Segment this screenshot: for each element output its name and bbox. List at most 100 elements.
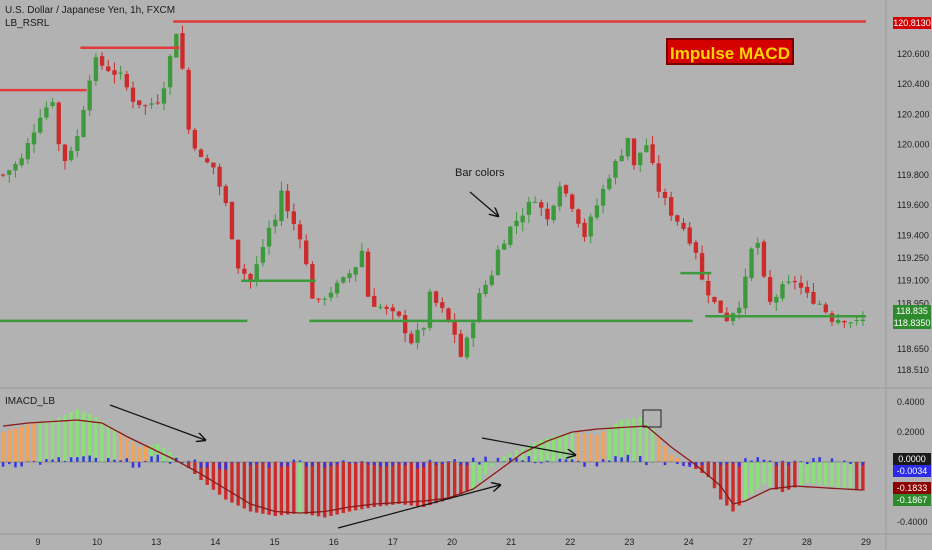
candle-body bbox=[378, 306, 383, 308]
price-axis-label: 119.250 bbox=[897, 253, 929, 263]
candle-body bbox=[384, 306, 389, 309]
candle-body bbox=[427, 291, 433, 328]
candle-body bbox=[452, 320, 457, 335]
price-axis-label: 119.800 bbox=[897, 170, 929, 180]
candle-body bbox=[780, 284, 785, 299]
candle-body bbox=[421, 328, 426, 330]
candle-body bbox=[693, 242, 699, 253]
candle-body bbox=[576, 209, 581, 224]
candle-body bbox=[588, 216, 593, 237]
candle-body bbox=[811, 291, 816, 304]
candle-body bbox=[186, 69, 191, 130]
candle-body bbox=[7, 170, 12, 175]
price-axis-label: 119.400 bbox=[897, 230, 929, 240]
candle-body bbox=[402, 315, 408, 334]
candle-body bbox=[205, 158, 210, 163]
candle-body bbox=[304, 240, 309, 265]
price-axis-label: 120.600 bbox=[897, 49, 930, 59]
price-axis-label: 120.000 bbox=[897, 140, 930, 150]
price-axis-label: 118.950 bbox=[897, 298, 929, 308]
candle-body bbox=[56, 102, 61, 145]
candle-body bbox=[792, 280, 798, 283]
candle-body bbox=[291, 211, 296, 224]
candle-body bbox=[508, 226, 513, 245]
candle-body bbox=[471, 322, 476, 339]
candle-body bbox=[365, 251, 371, 297]
indicator-label[interactable]: IMACD_LB bbox=[5, 396, 56, 407]
candle-body bbox=[817, 303, 822, 305]
candle-body bbox=[341, 277, 346, 283]
candle-body bbox=[137, 100, 142, 106]
signal-line bbox=[3, 419, 863, 514]
candle-body bbox=[396, 311, 402, 316]
candle-body bbox=[551, 205, 556, 221]
annotation-arrow bbox=[109, 404, 205, 440]
candle-body bbox=[761, 241, 767, 277]
candle-body bbox=[143, 105, 148, 107]
price-axis-label: 119.600 bbox=[897, 200, 929, 210]
candle-body bbox=[687, 227, 692, 244]
candle-body bbox=[737, 307, 742, 314]
candle-body bbox=[229, 201, 235, 240]
candle-body bbox=[372, 296, 377, 307]
candle-body bbox=[149, 103, 154, 105]
symbol-title[interactable]: U.S. Dollar / Japanese Yen, 1h, FXCM bbox=[5, 5, 176, 16]
study-label[interactable]: LB_RSRL bbox=[5, 18, 50, 29]
candle-body bbox=[415, 329, 420, 343]
price-axis-label: 119.100 bbox=[897, 276, 929, 286]
time-axis-label: 17 bbox=[388, 537, 398, 547]
candle-body bbox=[477, 293, 482, 323]
candle-body bbox=[755, 242, 760, 248]
candle-body bbox=[316, 298, 321, 300]
candle-body bbox=[458, 333, 464, 357]
macd-axis-label: 0.4000 bbox=[897, 397, 925, 407]
time-axis-label: 10 bbox=[92, 537, 102, 547]
candle-body bbox=[699, 253, 705, 280]
candle-body bbox=[93, 57, 99, 82]
candle-body bbox=[718, 300, 723, 313]
candle-body bbox=[767, 277, 773, 302]
candle-body bbox=[242, 268, 247, 274]
candle-body bbox=[334, 282, 340, 294]
candle-body bbox=[650, 144, 655, 164]
annotation-arrow bbox=[469, 191, 498, 216]
candle-body bbox=[322, 298, 327, 300]
candle-body bbox=[198, 149, 204, 158]
candle-body bbox=[662, 192, 668, 198]
candle-body bbox=[87, 80, 92, 111]
candle-body bbox=[353, 267, 358, 275]
candle-body bbox=[774, 296, 779, 303]
candle-body bbox=[668, 197, 674, 216]
candle-body bbox=[464, 337, 470, 358]
time-axis-label: 9 bbox=[35, 537, 40, 547]
annotation-arrow bbox=[481, 437, 575, 455]
candle-body bbox=[600, 188, 606, 206]
candle-body bbox=[446, 308, 451, 322]
time-axis-label: 24 bbox=[684, 537, 694, 547]
candle-body bbox=[180, 33, 185, 69]
time-axis-label: 14 bbox=[210, 537, 220, 547]
candle-body bbox=[582, 222, 587, 238]
time-axis-label: 16 bbox=[329, 537, 339, 547]
candle-body bbox=[532, 201, 538, 203]
macd-tag-zero: 0.0000 bbox=[893, 453, 931, 465]
candle-body bbox=[99, 56, 105, 66]
candle-body bbox=[118, 72, 123, 74]
candle-body bbox=[706, 280, 711, 296]
candle-body bbox=[625, 137, 631, 157]
candle-body bbox=[483, 284, 488, 295]
candle-body bbox=[75, 136, 80, 152]
candle-body bbox=[19, 158, 24, 166]
candle-body bbox=[68, 150, 74, 160]
candle-body bbox=[842, 321, 847, 323]
candle-body bbox=[409, 333, 414, 344]
time-axis-label: 15 bbox=[270, 537, 280, 547]
candle-body bbox=[489, 275, 494, 285]
price-tag-last: 118.835 bbox=[893, 305, 931, 317]
time-axis-label: 27 bbox=[743, 537, 753, 547]
candle-body bbox=[501, 243, 507, 250]
candle-body bbox=[167, 56, 173, 88]
candle-body bbox=[130, 87, 136, 102]
